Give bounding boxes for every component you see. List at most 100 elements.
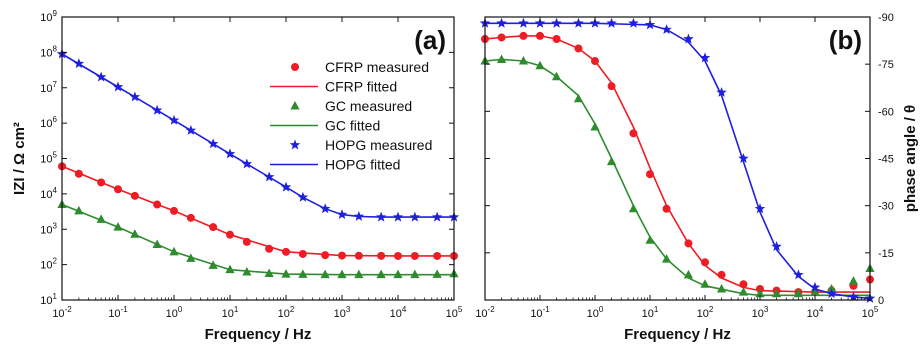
data-point-hopg (280, 181, 292, 192)
legend-label: CFRP measured (325, 59, 429, 75)
x-tick-label: 103 (752, 305, 769, 320)
y-tick-label: 106 (40, 115, 57, 130)
data-point-cfrp (591, 57, 599, 66)
data-point-gc (432, 269, 442, 278)
y-axis-label: phase angle / θ (902, 105, 919, 212)
data-point-cfrp (186, 213, 195, 222)
legend-label: HOPG fitted (325, 157, 400, 173)
data-point-gc (606, 156, 617, 166)
data-point-cfrp (354, 251, 363, 260)
data-point-gc (186, 253, 196, 262)
data-point-gc (152, 239, 162, 249)
x-tick-label: 100 (166, 305, 183, 320)
x-tick-label: 10-2 (475, 305, 495, 320)
data-point-cfrp (607, 82, 616, 91)
data-point-cfrp (394, 251, 402, 260)
panel-a-impedance-chart: 10-2 10-1 100 101 102 103 104 105 101 102 103 104 10… (11, 9, 463, 343)
data-point-cfrp (321, 251, 330, 260)
x-tick-label: 104 (390, 305, 407, 320)
data-point-gc (771, 288, 782, 298)
y-tick-label: 109 (40, 9, 57, 24)
data-point-hopg (375, 211, 387, 222)
data-point-hopg (589, 17, 601, 28)
data-point-cfrp (519, 31, 528, 40)
data-point-gc (738, 287, 749, 296)
data-point-gc (113, 222, 123, 231)
data-point-hopg (661, 24, 672, 35)
data-point-gc (354, 269, 364, 279)
data-point-gc (337, 269, 347, 279)
data-point-cfrp (130, 191, 139, 200)
data-point-hopg (112, 81, 124, 92)
data-point-cfrp (226, 230, 234, 239)
data-point-cfrp (242, 237, 251, 246)
series-cfrp-measured (481, 31, 874, 297)
data-point-gc (320, 269, 330, 279)
y-tick-label: -90 (878, 12, 894, 24)
data-point-hopg (207, 138, 219, 149)
series-hopg-measured (479, 17, 876, 303)
data-point-cfrp (265, 244, 274, 253)
x-tick-label: 104 (807, 305, 824, 320)
data-point-gc (393, 269, 403, 279)
data-point-cfrp (170, 206, 178, 215)
data-point-hopg (297, 191, 309, 202)
legend: CFRP measured CFRP fitted GC measured GC fi… (270, 59, 432, 173)
data-point-hopg (263, 171, 275, 182)
data-point-gc (683, 269, 694, 279)
y-tick-label: -30 (878, 201, 894, 213)
x-axis-label: Frequency / Hz (205, 326, 312, 343)
data-point-cfrp (74, 169, 83, 178)
series-line-gc-fitted (484, 58, 870, 297)
panel-label: (b) (829, 25, 862, 55)
data-point-gc (208, 260, 218, 269)
data-point-gc (793, 288, 804, 298)
data-point-gc (96, 214, 106, 223)
data-point-gc (242, 266, 252, 276)
data-point-cfrp (209, 223, 218, 232)
panel-b-phase-chart: 10-2 10-1 100 101 102 103 104 105 -90 -75 -60 -45 -3… (475, 12, 919, 343)
data-point-hopg (738, 153, 749, 163)
data-point-cfrp (153, 200, 162, 209)
data-point-cfrp (684, 239, 693, 248)
legend-label: HOPG measured (325, 137, 432, 153)
data-point-cfrp (574, 44, 583, 53)
data-point-hopg (185, 124, 197, 135)
data-point-hopg (699, 52, 711, 63)
data-point-cfrp (536, 31, 544, 40)
x-tick-label: 105 (862, 305, 879, 320)
data-point-hopg (683, 33, 694, 44)
data-point-cfrp (739, 280, 748, 289)
data-point-gc (645, 235, 655, 244)
data-point-cfrp (433, 251, 442, 260)
data-point-gc (169, 246, 179, 256)
series-cfrp-measured (58, 162, 458, 260)
data-point-gc (628, 203, 639, 213)
x-tick-label: 102 (697, 305, 714, 320)
data-point-cfrp (282, 247, 290, 256)
data-point-hopg (392, 211, 404, 222)
data-point-cfrp (717, 270, 726, 279)
legend-marker-gc (290, 101, 300, 110)
data-point-cfrp (97, 178, 106, 187)
y-tick-label: -60 (878, 106, 894, 118)
y-tick-label: -45 (878, 154, 894, 166)
y-tick-label: 0 (878, 295, 884, 307)
data-point-hopg (534, 17, 546, 28)
y-axis-label: IZI / Ω cm² (11, 122, 28, 195)
legend-marker-cfrp (291, 63, 299, 71)
data-point-hopg (518, 17, 529, 28)
data-point-hopg (573, 17, 584, 28)
data-point-cfrp (552, 35, 561, 44)
data-point-gc (376, 269, 386, 279)
x-tick-label: 105 (446, 305, 463, 320)
series-line-gc-fitted (61, 203, 454, 276)
data-point-gc (755, 288, 765, 298)
data-point-gc (74, 205, 84, 215)
y-tick-label: 108 (40, 44, 57, 59)
data-point-gc (573, 93, 584, 103)
data-point-hopg (73, 58, 85, 69)
data-point-gc (298, 269, 308, 278)
data-point-hopg (754, 203, 766, 214)
data-point-hopg (129, 91, 141, 102)
